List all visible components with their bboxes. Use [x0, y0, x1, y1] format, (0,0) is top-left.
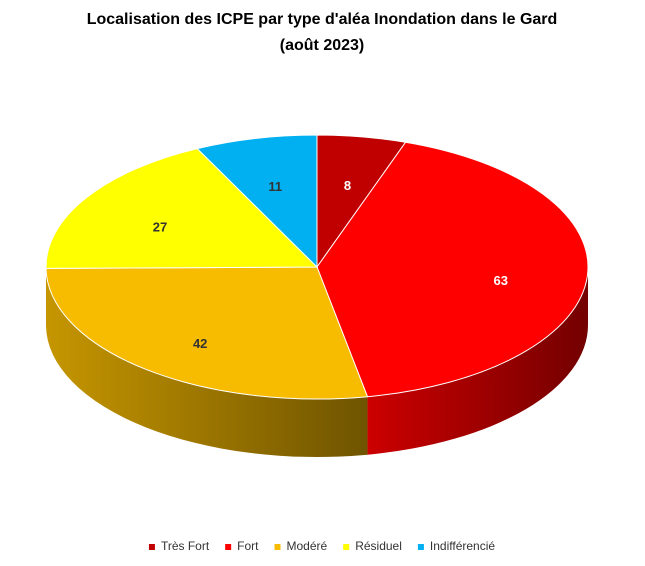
- data-label: 27: [153, 219, 167, 234]
- legend-item: Résiduel: [343, 539, 402, 553]
- legend-label: Modéré: [287, 539, 328, 553]
- slice-side: [46, 268, 368, 457]
- legend-swatch: [225, 544, 232, 550]
- legend-label: Indifférencié: [430, 539, 495, 553]
- slice-top: [196, 134, 318, 269]
- slice-side: [367, 267, 588, 455]
- slice-top: [45, 266, 369, 400]
- legend-swatch: [148, 544, 155, 550]
- legend-swatch: [274, 544, 281, 550]
- slice: [196, 134, 318, 269]
- chart-subtitle: (août 2023): [280, 37, 364, 54]
- slice: [316, 141, 589, 455]
- legend-swatch: [417, 544, 424, 550]
- legend-label: Très Fort: [161, 539, 210, 553]
- legend: Très Fort Fort Modéré Résiduel Indifférencié: [148, 539, 495, 553]
- data-label: 63: [494, 273, 508, 288]
- legend-item: Très Fort: [148, 539, 210, 553]
- slice: [45, 148, 319, 327]
- legend-swatch: [343, 544, 350, 550]
- legend-item: Modéré: [274, 539, 328, 553]
- data-label: 11: [268, 179, 282, 194]
- legend-label: Fort: [237, 539, 259, 553]
- slice-top: [45, 148, 319, 269]
- slice: [45, 266, 369, 457]
- data-label: 8: [344, 178, 351, 193]
- pie: 8 63 42 27 11: [45, 134, 589, 457]
- slice-top: [316, 141, 589, 398]
- data-label: 42: [193, 336, 207, 351]
- legend-item: Fort: [225, 539, 259, 553]
- legend-item: Indifférencié: [417, 539, 495, 553]
- chart-title: Localisation des ICPE par type d'aléa In…: [87, 11, 558, 28]
- legend-label: Résiduel: [355, 539, 402, 553]
